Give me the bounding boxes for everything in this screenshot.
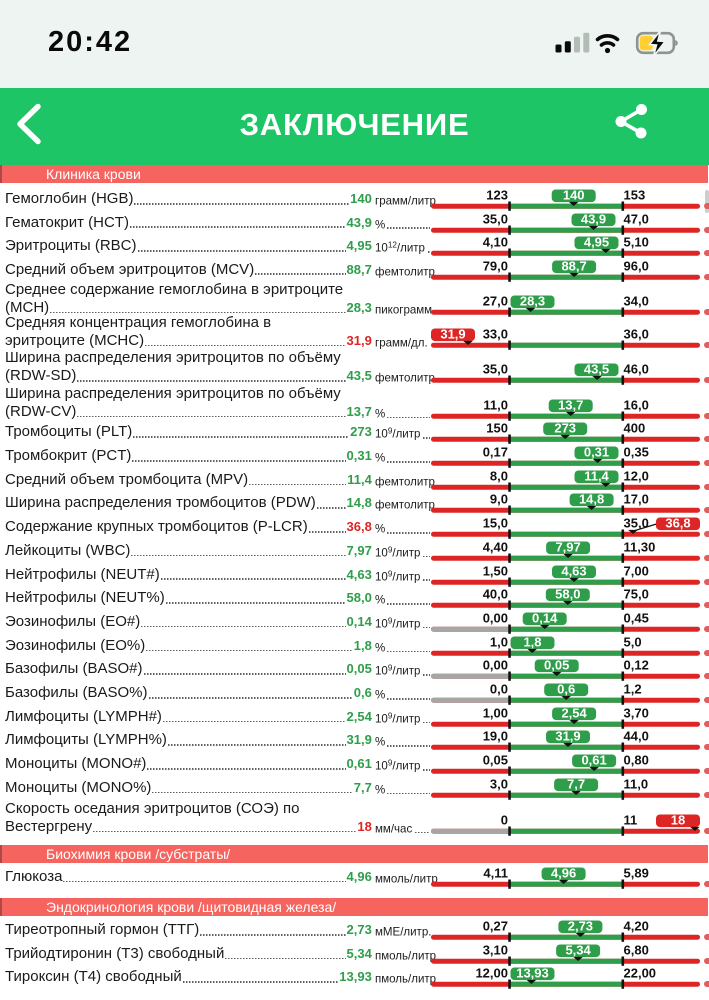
svg-text:3,70: 3,70 [624, 707, 649, 721]
svg-text:33,0: 33,0 [483, 328, 508, 342]
svg-text:0,05: 0,05 [483, 754, 508, 768]
svg-text:4,63: 4,63 [561, 565, 586, 579]
svg-text:7,00: 7,00 [624, 565, 649, 579]
svg-text:0,00: 0,00 [483, 659, 508, 673]
svg-text:1,00: 1,00 [483, 707, 508, 721]
svg-text:0,27: 0,27 [483, 920, 508, 934]
svg-text:0,45: 0,45 [624, 612, 649, 626]
svg-text:0,61: 0,61 [581, 754, 606, 768]
svg-text:6,80: 6,80 [624, 944, 649, 958]
svg-text:75,0: 75,0 [624, 588, 649, 602]
svg-text:7,7: 7,7 [567, 778, 585, 792]
svg-text:35,0: 35,0 [483, 363, 508, 377]
svg-text:0,00: 0,00 [483, 612, 508, 626]
svg-text:1,8: 1,8 [523, 636, 541, 650]
svg-text:18: 18 [671, 814, 685, 828]
svg-text:1,50: 1,50 [483, 565, 508, 579]
svg-text:400: 400 [624, 422, 646, 436]
svg-text:36,8: 36,8 [665, 517, 690, 531]
svg-text:1,2: 1,2 [624, 683, 642, 697]
svg-text:35,0: 35,0 [624, 517, 649, 531]
svg-text:15,0: 15,0 [483, 517, 508, 531]
svg-text:7,97: 7,97 [555, 541, 580, 555]
svg-text:5,0: 5,0 [624, 636, 642, 650]
svg-text:2,54: 2,54 [561, 707, 587, 721]
svg-text:4,95: 4,95 [584, 236, 609, 250]
svg-text:31,9: 31,9 [555, 730, 580, 744]
svg-text:12,0: 12,0 [624, 470, 649, 484]
svg-text:0: 0 [501, 814, 508, 828]
svg-text:16,0: 16,0 [624, 399, 649, 413]
svg-text:47,0: 47,0 [624, 213, 649, 227]
svg-text:35,0: 35,0 [483, 213, 508, 227]
svg-text:0,6: 0,6 [557, 683, 575, 697]
svg-text:0,17: 0,17 [483, 446, 508, 460]
svg-text:3,10: 3,10 [483, 944, 508, 958]
svg-text:43,9: 43,9 [581, 213, 606, 227]
svg-text:79,0: 79,0 [483, 260, 508, 274]
svg-text:27,0: 27,0 [483, 295, 508, 309]
svg-text:4,10: 4,10 [483, 236, 508, 250]
svg-text:2,73: 2,73 [568, 920, 593, 934]
svg-text:140: 140 [563, 189, 585, 203]
svg-text:96,0: 96,0 [624, 260, 649, 274]
svg-text:5,10: 5,10 [624, 236, 649, 250]
svg-text:44,0: 44,0 [624, 730, 649, 744]
svg-text:31,9: 31,9 [440, 328, 465, 342]
svg-text:0,05: 0,05 [544, 659, 569, 673]
svg-text:13,93: 13,93 [516, 967, 549, 981]
svg-text:0,31: 0,31 [584, 446, 609, 460]
svg-text:9,0: 9,0 [490, 493, 508, 507]
svg-text:4,40: 4,40 [483, 541, 508, 555]
svg-text:88,7: 88,7 [561, 260, 586, 274]
svg-text:11,30: 11,30 [624, 541, 656, 555]
svg-text:13,7: 13,7 [558, 399, 583, 413]
svg-text:273: 273 [554, 422, 576, 436]
svg-text:5,34: 5,34 [565, 944, 591, 958]
svg-text:0,0: 0,0 [490, 683, 508, 697]
svg-text:11,4: 11,4 [584, 470, 609, 484]
svg-text:11: 11 [624, 814, 638, 828]
svg-text:28,3: 28,3 [520, 295, 545, 309]
svg-text:8,0: 8,0 [490, 470, 508, 484]
svg-text:4,20: 4,20 [624, 920, 649, 934]
svg-text:19,0: 19,0 [483, 730, 508, 744]
svg-text:4,96: 4,96 [551, 867, 576, 881]
svg-text:123: 123 [486, 189, 508, 203]
svg-text:11,0: 11,0 [624, 778, 649, 792]
svg-text:17,0: 17,0 [624, 493, 649, 507]
svg-text:4,11: 4,11 [483, 867, 508, 881]
svg-text:150: 150 [486, 422, 508, 436]
svg-text:43,5: 43,5 [584, 363, 609, 377]
svg-text:1,0: 1,0 [490, 636, 508, 650]
svg-text:0,35: 0,35 [624, 446, 649, 460]
svg-text:58,0: 58,0 [555, 588, 580, 602]
svg-text:46,0: 46,0 [624, 363, 649, 377]
svg-text:11,0: 11,0 [483, 399, 508, 413]
svg-text:40,0: 40,0 [483, 588, 508, 602]
svg-text:0,80: 0,80 [624, 754, 649, 768]
svg-text:36,0: 36,0 [624, 328, 649, 342]
svg-text:12,00: 12,00 [475, 967, 508, 981]
svg-text:14,8: 14,8 [579, 493, 604, 507]
svg-text:3,0: 3,0 [490, 778, 508, 792]
svg-text:5,89: 5,89 [624, 867, 649, 881]
svg-text:34,0: 34,0 [624, 295, 649, 309]
svg-text:153: 153 [624, 189, 646, 203]
svg-text:0,12: 0,12 [624, 659, 649, 673]
svg-text:22,00: 22,00 [624, 967, 657, 981]
svg-text:0,14: 0,14 [532, 612, 558, 626]
